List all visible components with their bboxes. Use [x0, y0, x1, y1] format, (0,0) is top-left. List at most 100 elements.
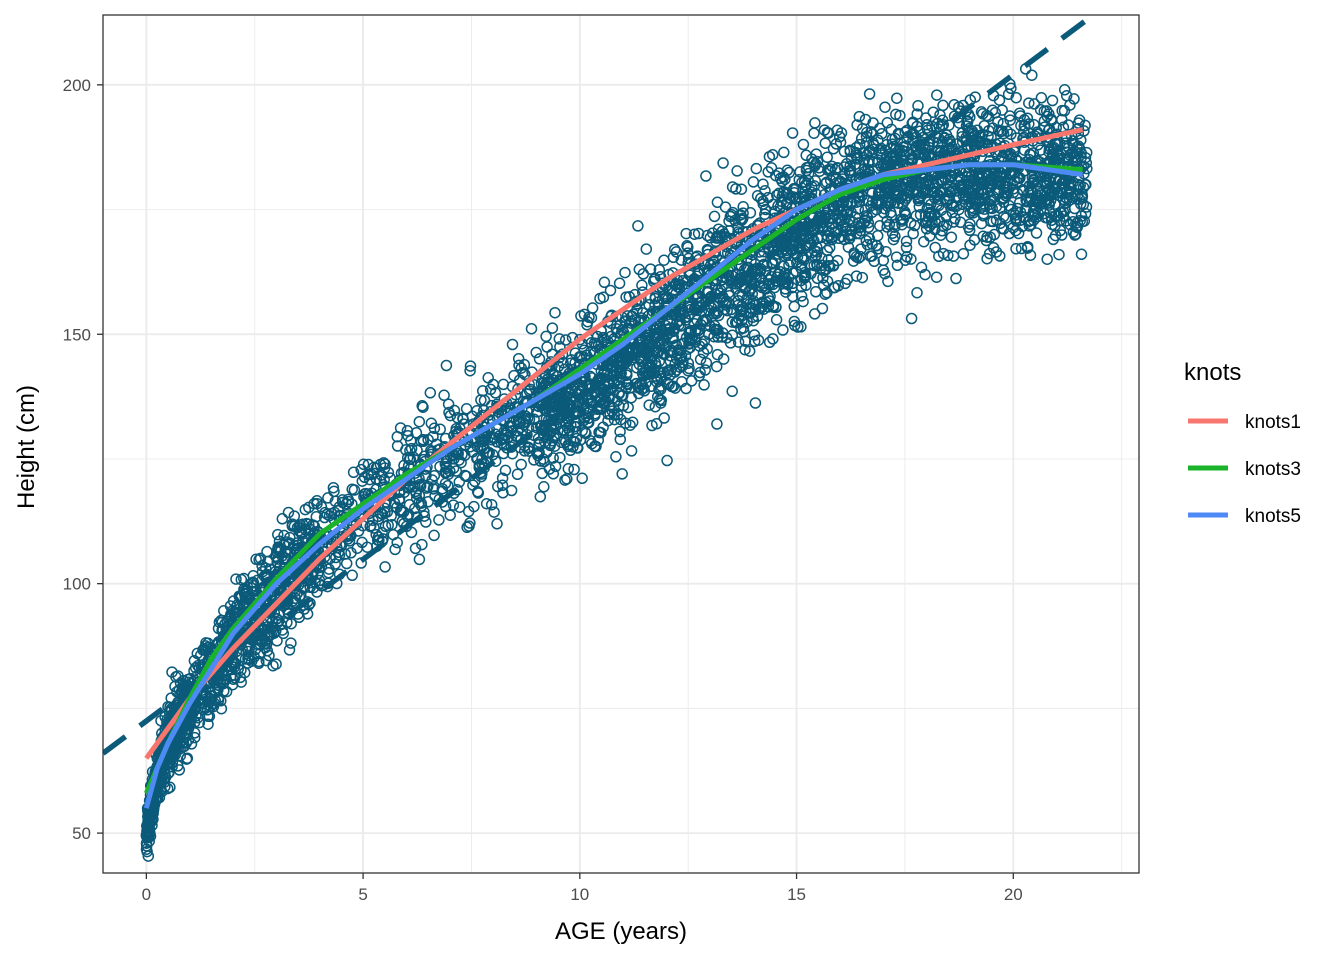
data-point	[848, 249, 861, 261]
data-point	[616, 468, 628, 480]
data-point	[816, 259, 828, 272]
data-point	[704, 232, 717, 244]
data-point	[813, 162, 825, 174]
data-point	[495, 432, 508, 444]
data-point	[626, 416, 639, 429]
legend-label-knots1: knots1	[1245, 412, 1301, 433]
data-point	[547, 367, 559, 380]
data-point	[488, 506, 500, 518]
data-point	[726, 385, 738, 398]
data-point	[272, 528, 284, 541]
fit-curves	[143, 127, 1084, 809]
data-point	[821, 275, 834, 287]
data-point	[1004, 150, 1017, 162]
data-point	[920, 223, 933, 235]
data-point	[740, 307, 753, 319]
data-point	[159, 711, 171, 723]
data-point	[1009, 167, 1021, 179]
data-point	[1078, 215, 1091, 227]
data-point	[619, 315, 632, 328]
data-point	[180, 753, 193, 765]
data-point	[876, 128, 888, 140]
data-point	[364, 520, 376, 533]
data-point	[286, 518, 299, 530]
data-point	[1021, 240, 1034, 253]
data-point	[797, 295, 809, 308]
data-point	[520, 416, 532, 428]
data-point	[989, 107, 1002, 119]
data-point	[661, 314, 674, 326]
data-point	[795, 321, 807, 333]
data-point	[303, 518, 315, 531]
data-point	[340, 557, 353, 570]
data-point	[978, 203, 991, 215]
data-point	[306, 570, 319, 582]
data-point	[525, 322, 538, 335]
data-point	[795, 290, 808, 302]
legend-label-knots5: knots5	[1245, 506, 1301, 527]
data-point	[863, 88, 876, 100]
data-point	[142, 827, 154, 840]
data-point	[242, 652, 254, 665]
data-point	[862, 163, 874, 176]
data-point	[416, 538, 428, 551]
data-point	[844, 230, 857, 242]
data-point	[485, 498, 498, 511]
data-point	[786, 127, 799, 139]
data-point	[576, 472, 588, 485]
data-point	[821, 151, 833, 164]
data-point	[270, 551, 283, 563]
data-point	[977, 210, 990, 222]
data-point	[874, 197, 887, 210]
data-point	[568, 463, 580, 476]
data-point	[585, 311, 598, 324]
data-point	[1069, 229, 1081, 241]
data-point	[282, 506, 295, 519]
data-point	[839, 277, 851, 290]
data-point	[438, 389, 450, 402]
data-point	[759, 203, 772, 216]
data-point	[921, 215, 934, 227]
data-point	[307, 519, 319, 531]
x-tick-label: 20	[1004, 885, 1023, 904]
data-point	[816, 302, 829, 315]
data-point	[757, 300, 769, 312]
data-point	[711, 196, 724, 209]
data-point	[864, 250, 877, 262]
data-point	[850, 142, 862, 154]
data-point	[179, 727, 191, 740]
data-point	[401, 425, 414, 437]
data-point	[555, 436, 568, 449]
data-point	[818, 124, 831, 136]
data-point	[784, 231, 797, 243]
data-point	[716, 281, 728, 293]
data-point	[931, 89, 943, 101]
data-point	[341, 528, 354, 540]
data-point	[398, 459, 410, 472]
data-point	[895, 151, 907, 163]
data-point	[710, 360, 723, 373]
data-point	[885, 196, 897, 208]
data-point	[767, 278, 779, 291]
data-point	[766, 148, 779, 161]
data-point	[226, 678, 239, 691]
data-point	[484, 383, 497, 396]
data-point	[1060, 215, 1072, 227]
data-point	[699, 364, 711, 376]
data-point	[468, 500, 480, 513]
data-point	[361, 541, 374, 553]
data-point	[653, 393, 666, 406]
data-point	[891, 92, 903, 104]
data-point	[202, 710, 214, 722]
data-point	[731, 316, 743, 329]
data-point	[778, 146, 790, 159]
data-point	[559, 334, 572, 346]
data-point	[743, 345, 756, 357]
data-point	[1002, 88, 1015, 101]
data-point	[907, 227, 919, 240]
data-point	[747, 176, 760, 188]
data-point	[518, 358, 531, 371]
data-point	[1046, 94, 1059, 107]
data-point	[810, 249, 823, 261]
data-point	[832, 162, 844, 174]
